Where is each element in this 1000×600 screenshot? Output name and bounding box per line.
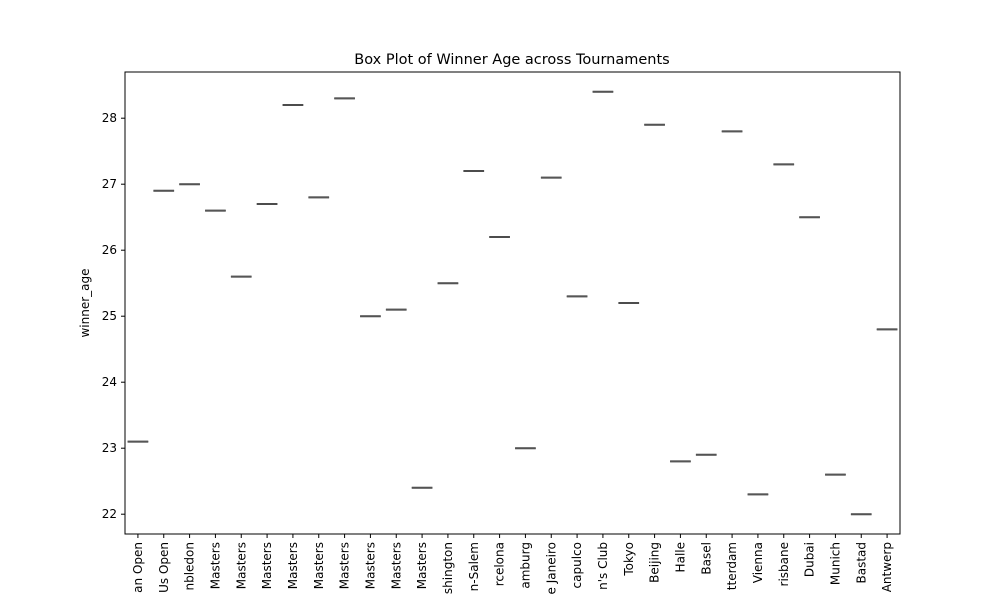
x-tick-label: Masters <box>363 542 377 589</box>
x-tick-label: Masters <box>234 542 248 589</box>
y-tick-label: 24 <box>102 375 117 389</box>
x-tick-label: Tokyo <box>622 542 636 577</box>
x-tick-label: rcelona <box>493 542 507 586</box>
x-tick-label: nbledon <box>183 542 197 591</box>
y-axis-ticks: 22 23 24 25 26 27 28 <box>102 111 125 521</box>
x-tick-label: tterdam <box>725 542 739 590</box>
y-axis-label: winner_age <box>78 268 92 337</box>
x-tick-label: Vienna <box>751 542 765 583</box>
x-axis-ticks: an Open Us Open nbledon Masters Masters Maste… <box>131 534 894 594</box>
x-tick-label: shington <box>441 542 455 594</box>
x-tick-label: n-Salem <box>467 542 481 591</box>
x-tick-label: Masters <box>415 542 429 589</box>
x-tick-label: Masters <box>286 542 300 589</box>
x-tick-label: Munich <box>828 542 842 585</box>
x-tick-label: Dubai <box>803 542 817 577</box>
x-tick-label: Bastad <box>854 542 868 584</box>
x-tick-label: amburg <box>518 542 532 589</box>
x-tick-label: Antwerp <box>880 542 894 592</box>
box-marks <box>127 90 898 516</box>
x-tick-label: Masters <box>338 542 352 589</box>
x-tick-label: Beijing <box>648 542 662 583</box>
y-tick-label: 22 <box>102 507 117 521</box>
plot-frame <box>124 71 901 535</box>
y-tick-label: 26 <box>102 243 117 257</box>
y-tick-label: 28 <box>102 111 117 125</box>
x-tick-label: risbane <box>777 542 791 586</box>
x-tick-label: n's Club <box>596 542 610 590</box>
x-tick-label: Masters <box>312 542 326 589</box>
x-tick-label: an Open <box>131 542 145 593</box>
x-tick-label: Masters <box>260 542 274 589</box>
x-tick-label: Basel <box>699 542 713 575</box>
x-tick-label: capulco <box>570 542 584 588</box>
x-tick-label: Us Open <box>157 542 171 593</box>
y-tick-label: 27 <box>102 177 117 191</box>
x-tick-label: e Janeiro <box>544 542 558 594</box>
y-tick-label: 23 <box>102 441 117 455</box>
x-tick-label: Halle <box>673 542 687 572</box>
y-tick-label: 25 <box>102 309 117 323</box>
x-tick-label: Masters <box>208 542 222 589</box>
chart-title: Box Plot of Winner Age across Tournament… <box>354 52 669 68</box>
x-tick-label: Masters <box>389 542 403 589</box>
